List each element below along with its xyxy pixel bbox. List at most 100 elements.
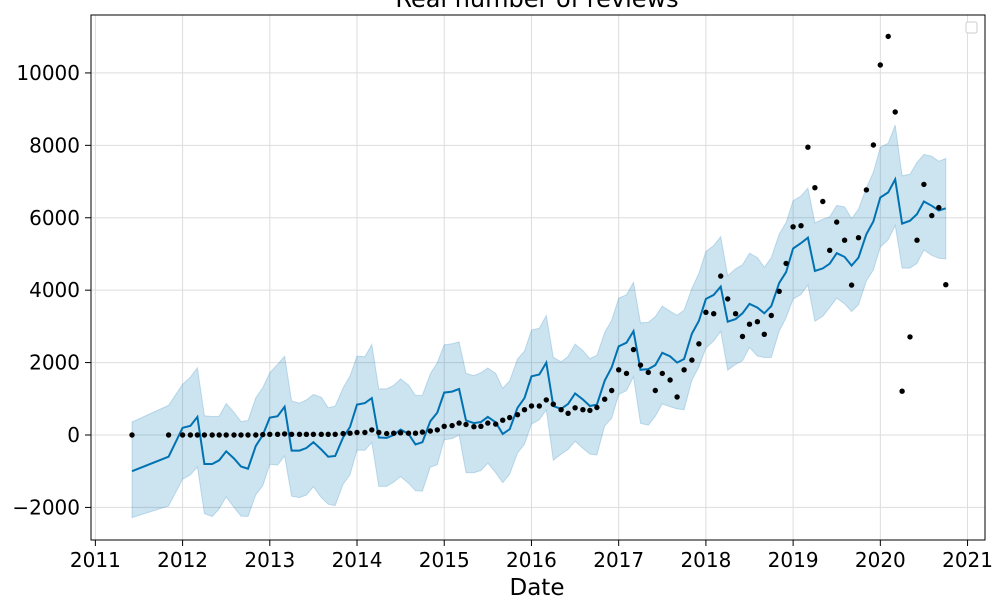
observed-point — [391, 430, 397, 436]
observed-point — [848, 282, 855, 288]
observed-point — [936, 204, 942, 211]
observed-point — [732, 311, 739, 317]
observed-point — [812, 185, 818, 191]
observed-point — [187, 432, 194, 438]
observed-point — [201, 432, 208, 438]
x-tick-label: 2014 — [332, 548, 383, 572]
observed-point — [841, 237, 848, 243]
observed-point — [761, 331, 767, 337]
y-tick-label: −2000 — [12, 495, 80, 519]
observed-point — [543, 397, 549, 403]
observed-point — [514, 412, 521, 418]
chart-title: Real number of reviews — [395, 0, 678, 13]
observed-point — [303, 431, 310, 437]
y-tick-label: 2000 — [29, 351, 80, 375]
observed-point — [674, 394, 680, 400]
observed-point — [768, 312, 774, 319]
x-axis-label: Date — [510, 575, 565, 600]
observed-point — [500, 417, 506, 423]
observed-point — [718, 273, 724, 279]
observed-point — [739, 333, 746, 340]
observed-point — [885, 33, 891, 40]
observed-point — [165, 432, 172, 438]
observed-point — [267, 431, 273, 437]
observed-point — [463, 421, 469, 428]
observed-point — [129, 432, 135, 438]
plot-frame — [90, 14, 986, 541]
observed-point — [921, 181, 927, 188]
observed-point — [288, 431, 295, 437]
observed-point — [711, 311, 717, 317]
axis-ticks: 2011 2012 2013 2014 2015 2016 2017 2018 2019 2020… — [12, 61, 993, 572]
x-tick-label: 2021 — [942, 548, 993, 572]
observed-point — [318, 431, 324, 437]
observed-point — [369, 427, 375, 433]
observed-point — [725, 296, 731, 302]
observed-point — [521, 407, 528, 413]
observed-point — [216, 432, 222, 438]
observed-point — [296, 431, 303, 437]
x-tick-label: 2013 — [244, 548, 295, 572]
observed-point — [805, 144, 811, 150]
observed-point — [471, 424, 477, 430]
observed-point — [528, 403, 535, 409]
legend-box — [965, 21, 978, 34]
observed-point — [899, 388, 905, 394]
observed-point — [434, 427, 440, 433]
observed-point — [485, 420, 491, 426]
observed-point — [536, 403, 542, 409]
y-tick-label: 4000 — [29, 278, 80, 302]
observed-point — [667, 377, 673, 383]
observed-point — [929, 212, 935, 219]
observed-point — [347, 430, 353, 436]
observed-point — [507, 414, 513, 421]
y-tick-label: 8000 — [29, 133, 80, 157]
observed-point — [892, 109, 898, 115]
observed-point — [405, 430, 412, 436]
observed-point — [550, 401, 556, 407]
observed-point — [754, 319, 761, 325]
observed-point — [630, 346, 637, 353]
observed-point — [914, 237, 920, 243]
x-tick-label: 2017 — [593, 548, 644, 572]
x-tick-label: 2015 — [419, 548, 470, 572]
observed-point — [602, 396, 608, 402]
observed-point — [376, 429, 382, 436]
observed-point — [456, 420, 462, 426]
observed-point — [419, 429, 426, 435]
observed-point — [790, 224, 796, 230]
x-tick-label: 2018 — [680, 548, 731, 572]
observed-point — [580, 407, 586, 413]
observed-point — [783, 260, 789, 267]
observed-point — [907, 334, 913, 340]
observed-point — [209, 432, 215, 438]
observed-point — [572, 405, 578, 411]
observed-point — [609, 387, 615, 394]
observed-point — [340, 430, 346, 437]
observed-point — [397, 430, 404, 436]
x-tick-label: 2020 — [855, 548, 906, 572]
x-tick-label: 2011 — [70, 548, 121, 572]
observed-point — [943, 282, 949, 288]
observed-point — [820, 198, 826, 205]
observed-point — [354, 429, 360, 436]
observed-point — [310, 431, 317, 437]
observed-point — [412, 430, 419, 436]
y-tick-label: 6000 — [29, 206, 80, 230]
observed-point — [449, 422, 455, 429]
observed-point — [659, 370, 665, 377]
observed-point — [223, 432, 229, 438]
observed-point — [863, 187, 870, 193]
observed-point — [493, 421, 499, 427]
observed-point — [703, 309, 709, 315]
observed-point — [179, 432, 186, 438]
observed-point — [231, 432, 237, 438]
observed-point — [696, 341, 702, 347]
observed-point — [558, 407, 564, 413]
observed-point — [798, 223, 804, 229]
forecast-line — [131, 176, 947, 473]
observed-point — [427, 428, 433, 434]
observed-point — [855, 235, 862, 241]
observed-point — [260, 431, 266, 438]
